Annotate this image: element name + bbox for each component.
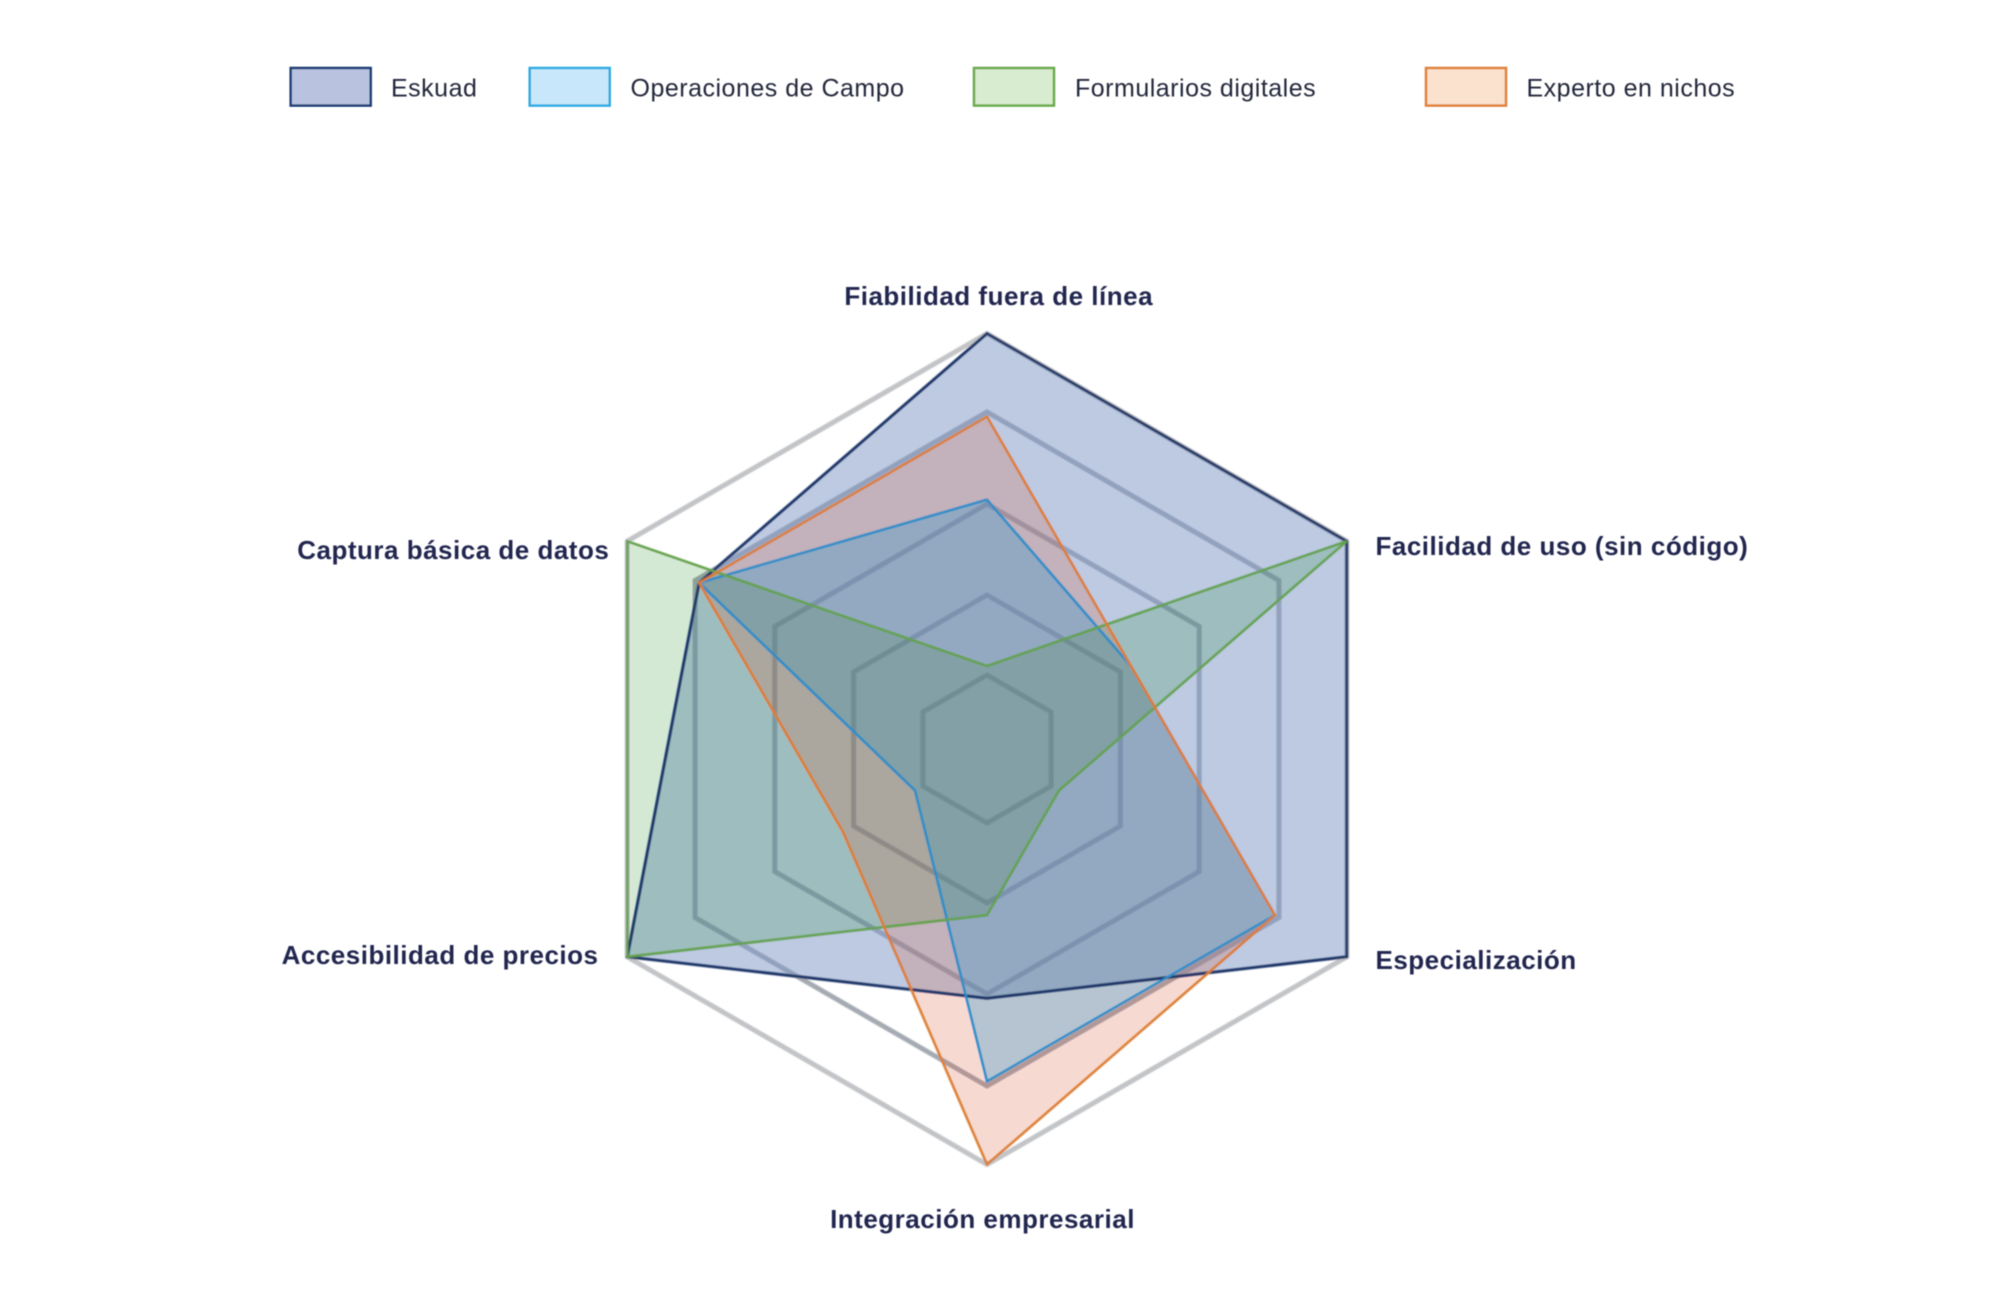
svg-text:Formularios digitales: Formularios digitales xyxy=(1075,74,1316,102)
svg-text:Eskuad: Eskuad xyxy=(391,74,477,102)
svg-text:Especialización: Especialización xyxy=(1376,945,1577,975)
svg-text:Operaciones de Campo: Operaciones de Campo xyxy=(631,74,905,102)
svg-text:Experto en nichos: Experto en nichos xyxy=(1527,74,1736,102)
svg-text:Fiabilidad fuera de línea: Fiabilidad fuera de línea xyxy=(844,281,1153,311)
svg-text:Facilidad de uso (sin código): Facilidad de uso (sin código) xyxy=(1376,531,1749,561)
svg-text:Captura básica de datos: Captura básica de datos xyxy=(297,535,609,565)
svg-text:Accesibilidad de precios: Accesibilidad de precios xyxy=(282,940,599,970)
svg-text:Integración empresarial: Integración empresarial xyxy=(830,1204,1135,1234)
